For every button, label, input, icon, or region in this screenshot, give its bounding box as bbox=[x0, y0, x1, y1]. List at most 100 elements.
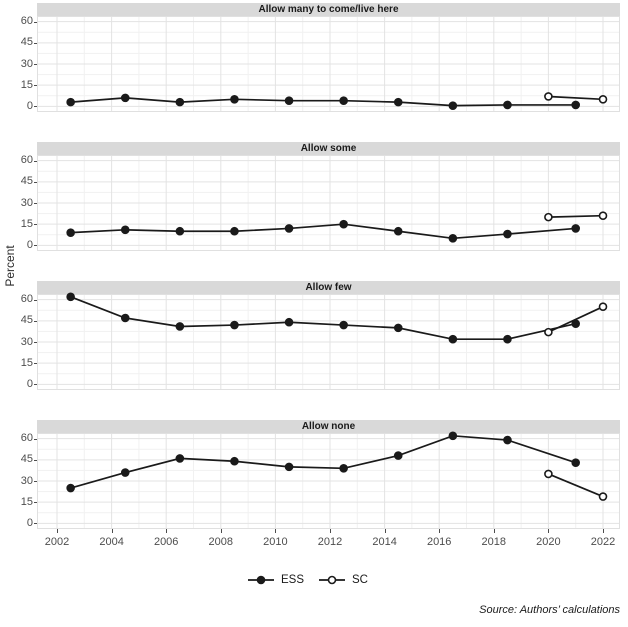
y-tick-mark bbox=[34, 523, 37, 525]
facet-strip-title: Allow few bbox=[37, 281, 620, 294]
legend-item-sc: SC bbox=[319, 574, 368, 586]
data-point-ess bbox=[339, 96, 348, 106]
data-point-ess bbox=[503, 100, 512, 110]
y-tick-label: 45 bbox=[20, 453, 33, 466]
y-tick-label: 0 bbox=[26, 238, 33, 251]
x-tick-label: 2016 bbox=[426, 536, 452, 548]
x-tick-mark bbox=[220, 529, 222, 533]
y-tick-mark bbox=[34, 299, 37, 301]
data-point-ess bbox=[393, 323, 403, 333]
y-tick-mark bbox=[34, 320, 37, 322]
data-point-ess bbox=[120, 225, 130, 235]
data-point-ess bbox=[448, 334, 458, 344]
facet-plot-3 bbox=[37, 292, 620, 390]
y-tick-label: 60 bbox=[20, 154, 33, 167]
data-point-sc bbox=[598, 492, 608, 501]
data-point-ess bbox=[393, 97, 403, 107]
y-tick-label: 15 bbox=[20, 356, 33, 369]
data-point-ess bbox=[120, 313, 130, 323]
y-tick-label: 60 bbox=[20, 293, 33, 306]
y-tick-label: 15 bbox=[20, 217, 33, 230]
data-point-ess bbox=[284, 462, 294, 472]
x-tick-mark bbox=[330, 529, 331, 533]
y-tick-mark bbox=[34, 245, 37, 247]
y-tick-label: 45 bbox=[20, 175, 33, 188]
y-tick-mark bbox=[34, 459, 37, 461]
x-tick-label: 2022 bbox=[590, 536, 616, 548]
data-point-ess bbox=[284, 224, 294, 233]
data-point-ess bbox=[230, 320, 239, 330]
x-tick-mark bbox=[603, 529, 604, 533]
legend: ESS SC bbox=[248, 574, 368, 586]
y-tick-mark bbox=[34, 502, 37, 504]
data-point-ess bbox=[339, 463, 348, 473]
data-point-ess bbox=[571, 224, 581, 233]
x-tick-mark bbox=[493, 529, 495, 533]
y-tick-label: 15 bbox=[20, 78, 33, 91]
y-tick-mark bbox=[34, 21, 37, 23]
y-tick-label: 45 bbox=[20, 36, 33, 49]
x-tick-mark bbox=[439, 529, 441, 533]
y-tick-mark bbox=[34, 481, 37, 482]
y-tick-mark bbox=[34, 342, 37, 343]
data-point-ess bbox=[230, 226, 239, 236]
y-tick-mark bbox=[34, 106, 37, 108]
x-tick-label: 2012 bbox=[317, 536, 343, 548]
y-tick-label: 15 bbox=[20, 495, 33, 508]
x-tick-mark bbox=[57, 529, 58, 533]
y-tick-mark bbox=[34, 160, 37, 162]
y-tick-mark bbox=[34, 64, 37, 65]
data-point-ess bbox=[230, 94, 239, 104]
facet-strip-title: Allow some bbox=[37, 142, 620, 155]
y-tick-label: 30 bbox=[20, 57, 33, 70]
data-point-ess bbox=[120, 93, 130, 103]
y-axis-title: Percent bbox=[3, 245, 17, 287]
data-point-sc bbox=[544, 469, 553, 479]
data-point-ess bbox=[339, 219, 348, 229]
source-note: Source: Authors’ calculations bbox=[479, 604, 620, 616]
open-circle-icon bbox=[319, 575, 346, 585]
data-point-ess bbox=[175, 97, 185, 107]
data-point-ess bbox=[448, 233, 458, 243]
data-point-ess bbox=[66, 228, 75, 237]
data-point-ess bbox=[175, 226, 185, 236]
x-tick-label: 2008 bbox=[208, 536, 234, 548]
y-tick-mark bbox=[34, 363, 37, 365]
x-tick-label: 2006 bbox=[153, 536, 179, 548]
data-point-ess bbox=[393, 451, 403, 460]
x-tick-mark bbox=[166, 529, 168, 533]
y-tick-label: 60 bbox=[20, 432, 33, 445]
legend-label: ESS bbox=[281, 574, 305, 586]
data-point-ess bbox=[503, 334, 512, 344]
x-tick-mark bbox=[384, 529, 386, 533]
data-point-sc bbox=[544, 327, 553, 337]
y-tick-mark bbox=[34, 384, 37, 386]
data-point-ess bbox=[175, 322, 185, 331]
data-point-sc bbox=[544, 212, 553, 222]
y-tick-label: 30 bbox=[20, 474, 33, 487]
facet-plot-4 bbox=[37, 431, 620, 529]
data-point-ess bbox=[503, 229, 512, 239]
data-point-ess bbox=[448, 101, 458, 110]
x-tick-label: 2020 bbox=[536, 536, 561, 548]
data-point-sc bbox=[598, 302, 608, 312]
data-point-ess bbox=[284, 96, 294, 106]
data-point-ess bbox=[120, 468, 130, 477]
data-point-ess bbox=[284, 317, 294, 327]
x-tick-label: 2002 bbox=[44, 536, 70, 548]
x-tick-label: 2004 bbox=[99, 536, 124, 548]
data-point-sc bbox=[598, 211, 608, 221]
y-tick-label: 30 bbox=[20, 196, 33, 209]
y-tick-mark bbox=[34, 203, 37, 204]
data-point-ess bbox=[571, 319, 581, 328]
data-point-ess bbox=[571, 458, 581, 467]
facet-plot-1 bbox=[37, 16, 620, 112]
data-point-ess bbox=[393, 226, 403, 236]
y-tick-label: 45 bbox=[20, 314, 33, 327]
y-tick-mark bbox=[34, 224, 37, 226]
y-tick-label: 0 bbox=[26, 99, 33, 112]
y-tick-mark bbox=[34, 438, 37, 440]
filled-circle-icon bbox=[248, 575, 274, 585]
data-point-ess bbox=[66, 292, 75, 302]
